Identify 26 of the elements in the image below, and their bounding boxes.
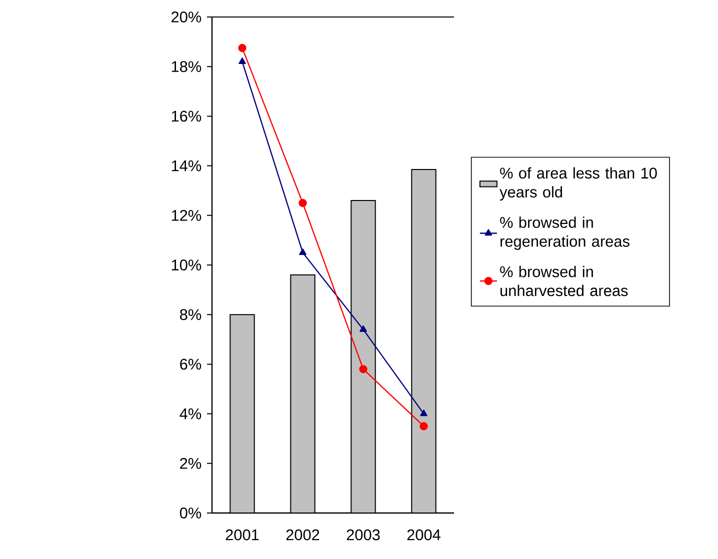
y-tick-label: 10%: [172, 260, 202, 270]
point: [420, 410, 428, 416]
point: [420, 422, 428, 430]
y-tick-label: 14%: [172, 160, 202, 172]
x-tick-label: 2001: [226, 529, 259, 540]
y-tick-label: 2%: [180, 458, 202, 469]
point: [238, 44, 246, 52]
y-tick-label: 20%: [172, 12, 202, 22]
point: [238, 58, 246, 64]
y-tick-label: 0%: [180, 508, 202, 518]
y-tick-label: 8%: [180, 309, 202, 320]
point: [298, 198, 307, 208]
x-tick-label: 2003: [346, 529, 380, 540]
legend-label: % browsed in unharvested areas: [500, 266, 628, 296]
point: [299, 248, 306, 255]
point: [360, 325, 367, 332]
point: [359, 365, 368, 374]
legend-label: % browsed in regeneration areas: [500, 216, 630, 250]
x-tick-label: 2004: [407, 529, 440, 540]
y-tick-label: 18%: [172, 61, 202, 72]
y-tick-label: 16%: [172, 110, 202, 122]
y-tick-label: 4%: [180, 408, 202, 420]
legend-label: % of area less than 10 years old: [500, 167, 657, 201]
y-tick-label: 12%: [172, 210, 202, 221]
x-tick-label: 2002: [286, 529, 320, 540]
y-tick-label: 6%: [180, 358, 202, 370]
